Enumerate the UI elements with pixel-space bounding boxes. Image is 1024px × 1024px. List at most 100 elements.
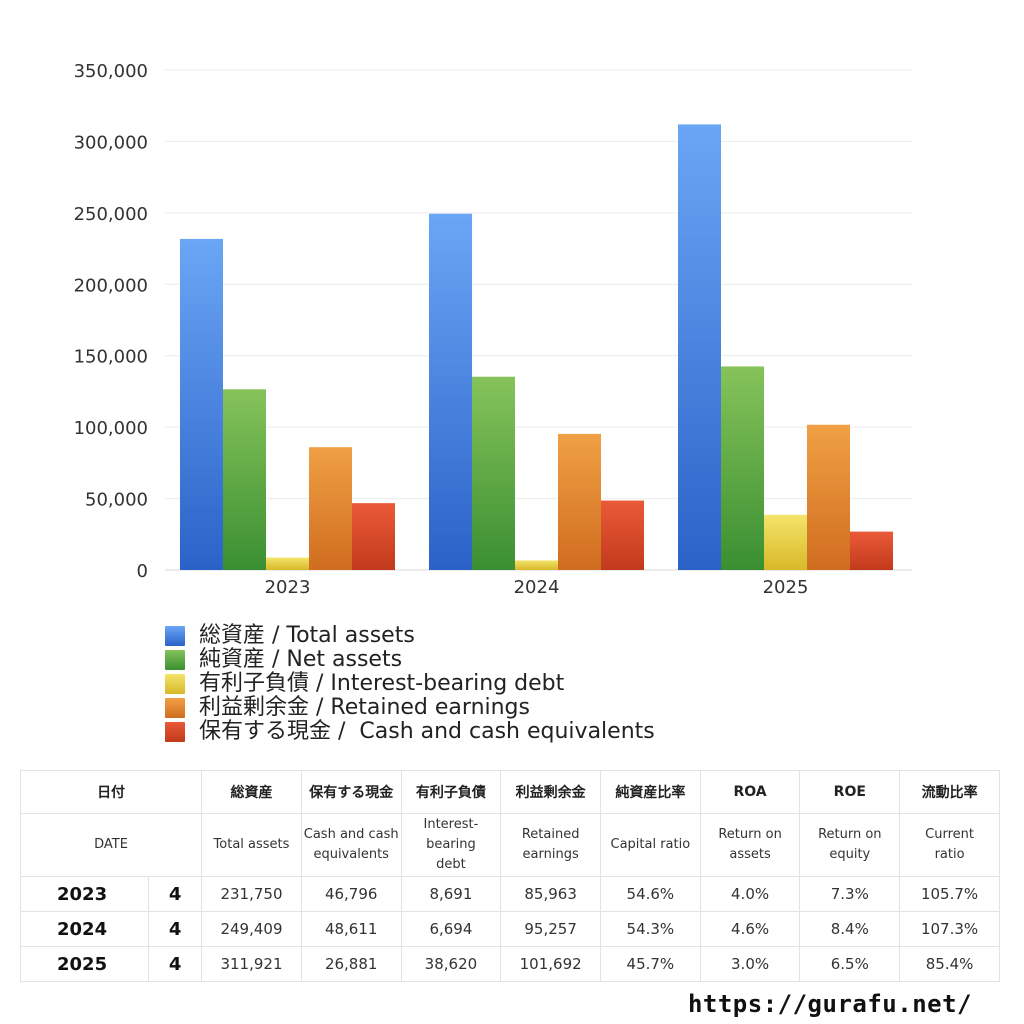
y-tick-label: 0 <box>137 561 148 582</box>
month-cell: 4 <box>148 911 203 947</box>
header-cell: 保有する現金 <box>300 770 402 814</box>
header-cell: ROE <box>799 770 901 814</box>
header-cell: Retained earnings <box>500 813 601 877</box>
y-tick-label: 350,000 <box>74 61 148 82</box>
table-cell: 95,257 <box>500 911 601 947</box>
financial-table: 日付 総資産 保有する現金 有利子負債 利益剰余金 純資産比率 ROA ROE … <box>19 770 1000 982</box>
year-cell: 2023 <box>19 876 150 912</box>
header-cell: DATE <box>19 813 203 877</box>
y-tick-label: 300,000 <box>74 132 148 153</box>
legend-swatch <box>165 650 185 670</box>
x-tick-label: 2025 <box>763 577 809 598</box>
bar-2024-series-3 <box>558 433 601 570</box>
table-cell: 46,796 <box>300 876 402 912</box>
bar-2024-series-1 <box>472 376 515 570</box>
x-tick-label: 2024 <box>514 577 560 598</box>
header-cell: 総資産 <box>201 770 302 814</box>
legend-swatch <box>165 626 185 646</box>
y-tick-label: 200,000 <box>74 275 148 296</box>
table-cell: 105.7% <box>899 876 1000 912</box>
legend-label: 純資産 / Net assets <box>199 647 403 672</box>
table-header-en: DATE Total assets Cash and cash equivalen… <box>19 813 1000 877</box>
header-cell: 純資産比率 <box>600 770 701 814</box>
legend-label: 保有する現金 / Cash and cash equivalents <box>199 719 655 744</box>
bar-2025-series-0 <box>678 124 721 571</box>
table-cell: 54.6% <box>600 876 701 912</box>
table-cell: 3.0% <box>699 946 801 982</box>
legend-item-net-assets: 純資産 / Net assets <box>165 648 655 672</box>
legend-swatch <box>165 722 185 742</box>
bar-2025-series-4 <box>850 531 893 570</box>
table-cell: 6.5% <box>799 946 901 982</box>
table-cell: 85,963 <box>500 876 601 912</box>
bar-chart: 0 50,000 100,000 150,000 200,000 250,000 300,0… <box>74 61 912 598</box>
legend-label: 有利子負債 / Interest-bearing debt <box>199 671 565 696</box>
table-cell: 26,881 <box>300 946 402 982</box>
table-cell: 101,692 <box>500 946 601 982</box>
bar-2025-series-3 <box>807 424 850 570</box>
bar-2025-series-2 <box>764 514 807 570</box>
header-cell: Interest-bearing debt <box>400 813 502 877</box>
y-tick-label: 100,000 <box>74 418 148 439</box>
header-cell: ROA <box>699 770 801 814</box>
table-row: 2025 4 311,921 26,881 38,620 101,692 45.… <box>19 946 1000 982</box>
header-cell: 流動比率 <box>899 770 1000 814</box>
bar-2023-series-4 <box>352 503 395 570</box>
x-tick-label: 2023 <box>265 577 311 598</box>
header-cell: 日付 <box>19 770 203 814</box>
table-cell: 7.3% <box>799 876 901 912</box>
header-cell: Total assets <box>201 813 302 877</box>
table-cell: 249,409 <box>201 911 302 947</box>
table-cell: 48,611 <box>300 911 402 947</box>
header-cell: Current ratio <box>899 813 1000 877</box>
table-cell: 8,691 <box>400 876 502 912</box>
site-url[interactable]: https://gurafu.net/ <box>687 990 972 1018</box>
table-cell: 85.4% <box>899 946 1000 982</box>
legend-item-interest-bearing-debt: 有利子負債 / Interest-bearing debt <box>165 672 655 696</box>
header-cell: Cash and cash equivalents <box>300 813 402 877</box>
table-row: 2023 4 231,750 46,796 8,691 85,963 54.6%… <box>19 876 1000 912</box>
y-tick-label: 250,000 <box>74 204 148 225</box>
year-cell: 2025 <box>19 946 150 982</box>
month-cell: 4 <box>148 876 203 912</box>
bar-2024-series-4 <box>601 500 644 570</box>
y-tick-label: 50,000 <box>85 490 148 511</box>
month-cell: 4 <box>148 946 203 982</box>
legend-item-cash: 保有する現金 / Cash and cash equivalents <box>165 720 655 744</box>
bar-2023-series-2 <box>266 557 309 570</box>
legend-item-retained-earnings: 利益剰余金 / Retained earnings <box>165 696 655 720</box>
table-cell: 38,620 <box>400 946 502 982</box>
table-cell: 231,750 <box>201 876 302 912</box>
legend-swatch <box>165 698 185 718</box>
y-tick-label: 150,000 <box>74 347 148 368</box>
table-row: 2024 4 249,409 48,611 6,694 95,257 54.3%… <box>19 911 1000 947</box>
table-cell: 6,694 <box>400 911 502 947</box>
x-axis-ticks: 2023 2024 2025 <box>265 577 809 598</box>
legend-item-total-assets: 総資産 / Total assets <box>165 624 655 648</box>
bar-2025-series-1 <box>721 366 764 570</box>
bars <box>180 124 893 571</box>
bar-2023-series-1 <box>223 389 266 570</box>
table-cell: 54.3% <box>600 911 701 947</box>
table-header-jp: 日付 総資産 保有する現金 有利子負債 利益剰余金 純資産比率 ROA ROE … <box>19 770 1000 814</box>
header-cell: Capital ratio <box>600 813 701 877</box>
legend-swatch <box>165 674 185 694</box>
table-cell: 4.0% <box>699 876 801 912</box>
header-cell: Return on equity <box>799 813 901 877</box>
table-cell: 45.7% <box>600 946 701 982</box>
bar-2023-series-0 <box>180 238 223 570</box>
bar-2023-series-3 <box>309 447 352 570</box>
header-cell: Return on assets <box>699 813 801 877</box>
y-axis-ticks: 0 50,000 100,000 150,000 200,000 250,000 300,0… <box>74 61 148 582</box>
legend: 総資産 / Total assets 純資産 / Net assets 有利子負… <box>165 624 655 744</box>
legend-label: 利益剰余金 / Retained earnings <box>199 695 530 720</box>
year-cell: 2024 <box>19 911 150 947</box>
grid-lines <box>165 69 912 571</box>
header-cell: 有利子負債 <box>400 770 502 814</box>
table-cell: 8.4% <box>799 911 901 947</box>
table-cell: 107.3% <box>899 911 1000 947</box>
header-cell: 利益剰余金 <box>500 770 601 814</box>
bar-2024-series-0 <box>429 213 472 571</box>
table-cell: 311,921 <box>201 946 302 982</box>
table-cell: 4.6% <box>699 911 801 947</box>
